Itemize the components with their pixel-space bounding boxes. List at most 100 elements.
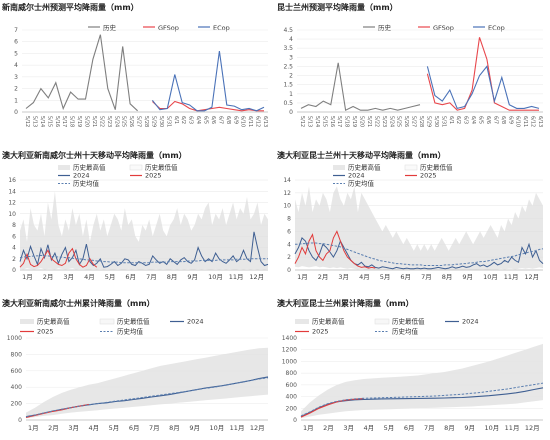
legend-label: 历史均值 (348, 179, 375, 188)
x-tick-label: 5/31 (165, 116, 171, 127)
series-line-2025 (300, 398, 364, 418)
x-tick-label: 5/14 (39, 116, 45, 127)
series-line-ecop (151, 51, 265, 112)
y-tick-label: 0 (287, 267, 291, 274)
x-tick-label: 5/16 (54, 116, 60, 127)
x-tick-label: 3月 (63, 273, 74, 281)
series-line-history (25, 34, 138, 112)
x-tick-label: 5/26 (128, 116, 134, 127)
x-tick-label: 5月 (384, 424, 395, 432)
x-tick-label: 8月 (169, 424, 180, 432)
legend-label: 2025 (37, 328, 54, 336)
y-tick-label: 4 (14, 62, 18, 69)
x-tick-label: 5/27 (411, 116, 417, 127)
y-tick-label: 6 (14, 39, 18, 46)
y-tick-label: 7 (14, 27, 18, 34)
x-tick-label: 5/28 (143, 116, 149, 127)
x-tick-label: 6/13 (537, 116, 543, 127)
legend-label: 历史最低值 (117, 317, 150, 326)
legend-label: 2025 (145, 172, 162, 180)
x-tick-label: 5/20 (359, 116, 365, 127)
legend-label: 历史 (378, 23, 392, 32)
y-tick-label: 14 (283, 177, 291, 184)
x-tick-label: 5/22 (373, 116, 379, 127)
y-tick-label: 1 (289, 91, 293, 98)
x-tick-label: 5/19 (351, 116, 357, 127)
x-tick-label: 5/21 (91, 116, 97, 127)
x-tick-label: 6/2 (180, 116, 186, 124)
x-tick-label: 6/5 (203, 116, 209, 124)
x-tick-label: 5/25 (121, 116, 127, 127)
x-tick-label: 5月 (380, 273, 391, 281)
x-tick-label: 6月 (400, 273, 411, 281)
x-tick-label: 5/16 (329, 116, 335, 127)
chart-panel-nsw-moving-average: 澳大利亚新南威尔士州十天移动平均降雨量（mm） 历史最高值 历史最低值 2024 20… (0, 148, 275, 293)
series-line-2024 (19, 231, 269, 268)
chart-title: 澳大利亚昆士兰州累计降雨量（mm） (277, 299, 414, 308)
x-tick-label: 1月 (303, 424, 314, 432)
y-tick-label: 12 (8, 200, 16, 207)
legend-label: 历史最低值 (420, 163, 453, 172)
legend-label: 历史最高值 (312, 317, 345, 326)
legend-label: 历史最高值 (348, 163, 381, 172)
x-tick-label: 6/6 (210, 116, 216, 124)
x-tick-label: 4月 (89, 424, 100, 432)
x-tick-label: 5/29 (425, 116, 431, 127)
legend-label: 历史最高值 (37, 317, 70, 326)
chart-svg: 历史最高值 历史最低值 2024 2025 历史均值 0 2 4 6 8 10 12 14 1月 2月 3月 4… (283, 163, 544, 281)
y-tick-label: 600 (286, 382, 298, 389)
legend-swatch (99, 318, 115, 325)
x-tick-label: 6月 (129, 424, 140, 432)
x-tick-label: 11月 (505, 424, 520, 432)
y-tick-label: 1000 (7, 335, 22, 342)
y-tick-label: 1400 (282, 335, 297, 342)
x-tick-label: 10月 (208, 273, 223, 281)
x-tick-label: 6/9 (507, 116, 513, 124)
x-tick-label: 4月 (84, 273, 95, 281)
x-tick-label: 6/11 (522, 116, 528, 127)
x-tick-label: 9月 (462, 273, 473, 281)
x-tick-label: 5/12 (24, 116, 30, 127)
legend-label: 2025 (420, 172, 437, 180)
x-tick-label: 1月 (297, 273, 308, 281)
x-tick-label: 6/10 (515, 116, 521, 127)
chart-title: 昆士兰州预测平均降雨量（mm） (277, 3, 398, 12)
x-tick-label: 2月 (318, 273, 329, 281)
legend-label: 2024 (73, 172, 90, 180)
y-tick-label: 10 (283, 203, 291, 210)
legend-label: 历史均值 (392, 327, 419, 336)
chart-panel-qld-cumulative: 澳大利亚昆士兰州累计降雨量（mm） 历史最高值 历史最低值 2024 2025 历史均值… (275, 296, 550, 440)
legend-label: 2024 (348, 172, 365, 180)
chart-title: 澳大利亚昆士兰州十天移动平均降雨量（mm） (277, 151, 446, 160)
chart-title: 澳大利亚新南威尔士州十天移动平均降雨量（mm） (2, 151, 187, 160)
series-line-gfsop (426, 37, 539, 111)
x-tick-label: 5/28 (418, 116, 424, 127)
legend-label: GFSop (433, 24, 454, 32)
y-tick-label: 1.5 (283, 82, 293, 89)
series-line-2024 (294, 237, 544, 270)
y-tick-label: 600 (11, 368, 23, 375)
historical-max-band (20, 191, 268, 270)
y-tick-label: 2 (12, 256, 16, 263)
x-tick-label: 3月 (343, 424, 354, 432)
x-tick-label: 5/25 (396, 116, 402, 127)
chart-panel-nsw-forecast: 新南威尔士州预测平均降雨量（mm） 历史 GFSop ECop 0 1 2 3 4 5 6 7 5/1… (0, 0, 275, 145)
x-tick-label: 9月 (189, 424, 200, 432)
x-tick-label: 10月 (210, 424, 225, 432)
x-tick-label: 5/22 (98, 116, 104, 127)
x-tick-label: 6/12 (530, 116, 536, 127)
x-tick-label: 5/27 (136, 116, 142, 127)
y-tick-label: 8 (12, 222, 16, 229)
x-tick-label: 5/12 (299, 116, 305, 127)
y-tick-label: 400 (286, 394, 298, 401)
y-tick-label: 10 (8, 211, 16, 218)
y-tick-label: 1000 (282, 358, 297, 365)
x-tick-label: 5/13 (31, 116, 37, 127)
y-tick-label: 16 (8, 177, 16, 184)
x-tick-label: 5/13 (306, 116, 312, 127)
y-tick-label: 4.5 (283, 27, 293, 34)
chart-panel-qld-forecast: 昆士兰州预测平均降雨量（mm） 历史 GFSop ECop 0 0.5 1 1.5 2 2.5 3… (275, 0, 550, 145)
x-tick-label: 5/23 (106, 116, 112, 127)
x-tick-label: 8月 (444, 424, 455, 432)
x-tick-label: 6/9 (232, 116, 238, 124)
